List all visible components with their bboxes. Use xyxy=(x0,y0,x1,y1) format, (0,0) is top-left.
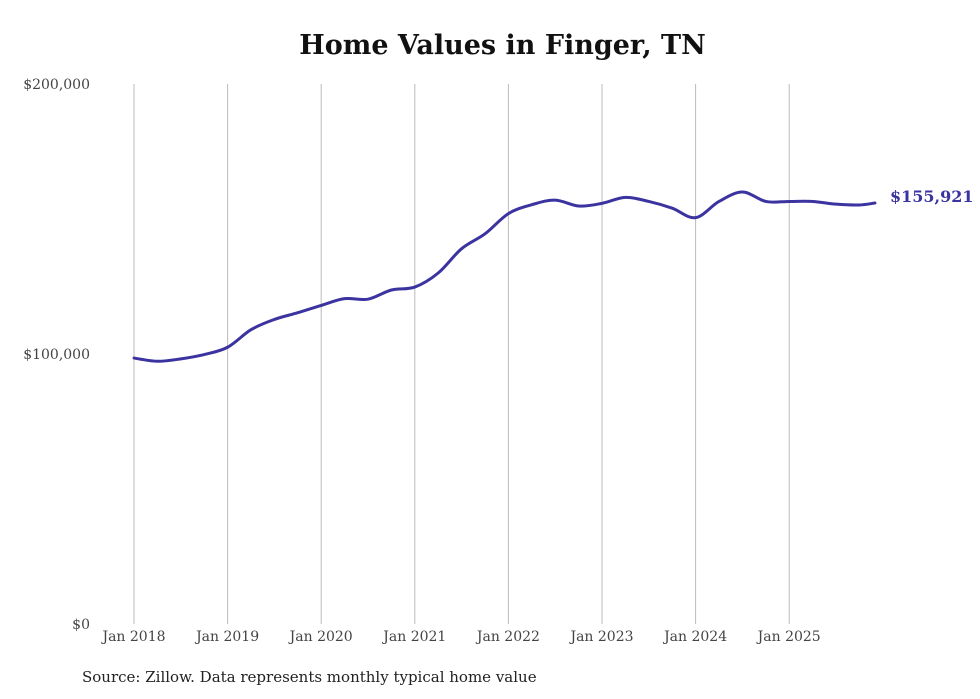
series-line xyxy=(132,190,877,363)
x-tick-label: Jan 2020 xyxy=(288,629,353,645)
source-note: Source: Zillow. Data represents monthly … xyxy=(82,668,537,686)
x-tick-label: Jan 2025 xyxy=(756,629,821,645)
x-tick-label: Jan 2024 xyxy=(662,629,727,645)
y-tick-label: $100,000 xyxy=(23,347,90,363)
end-value-label: $155,921 xyxy=(890,187,974,206)
y-tick-label: $0 xyxy=(72,617,90,633)
x-tick-label: Jan 2022 xyxy=(475,629,540,645)
x-tick-label: Jan 2019 xyxy=(194,629,259,645)
x-tick-label: Jan 2021 xyxy=(381,629,446,645)
chart-title: Home Values in Finger, TN xyxy=(299,30,706,61)
x-tick-label: Jan 2018 xyxy=(100,629,165,645)
x-tick-label: Jan 2023 xyxy=(568,629,633,645)
y-tick-label: $200,000 xyxy=(23,77,90,93)
